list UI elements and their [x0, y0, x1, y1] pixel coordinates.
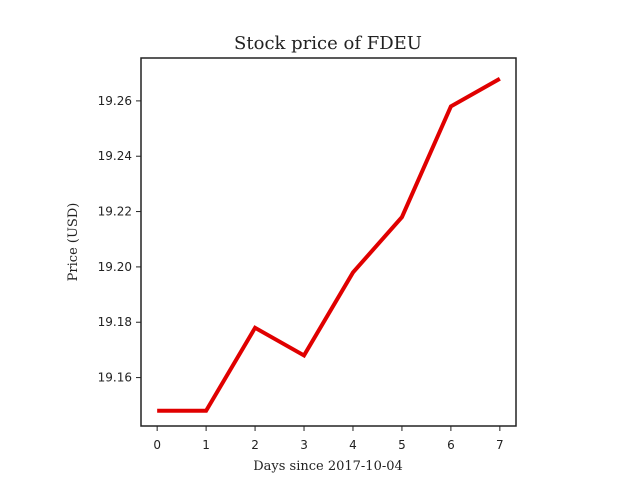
y-tick-label: 19.16	[98, 371, 132, 385]
x-axis-label: Days since 2017-10-04	[253, 459, 403, 474]
x-tick-label: 0	[153, 438, 161, 452]
chart-title: Stock price of FDEU	[234, 33, 422, 54]
x-tick-label: 3	[300, 438, 308, 452]
y-tick-label: 19.18	[98, 315, 132, 329]
x-tick-label: 5	[398, 438, 406, 452]
x-tick-label: 7	[496, 438, 504, 452]
x-tick-label: 2	[251, 438, 259, 452]
plot-frame	[140, 57, 517, 427]
x-tick-label: 4	[349, 438, 357, 452]
y-tick-label: 19.20	[98, 260, 132, 274]
price-series-line	[157, 77, 501, 413]
y-tick-label: 19.24	[98, 149, 132, 163]
y-axis-label: Price (USD)	[66, 203, 81, 282]
x-axis-ticks: 0 1 2 3 4 5 6 7	[153, 426, 504, 452]
y-tick-label: 19.26	[98, 94, 132, 108]
x-tick-label: 6	[447, 438, 455, 452]
y-axis-ticks: 19.16 19.18 19.20 19.22 19.24 19.26	[98, 94, 141, 385]
y-tick-label: 19.22	[98, 205, 132, 219]
x-tick-label: 1	[202, 438, 210, 452]
